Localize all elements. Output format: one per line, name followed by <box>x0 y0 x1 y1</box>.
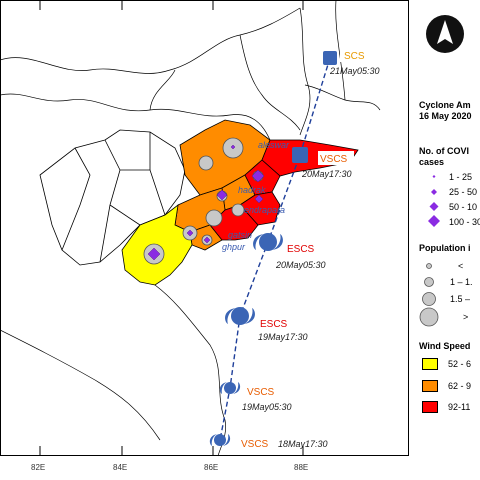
town-label: endrapara <box>244 205 285 215</box>
track-category-5: VSCS <box>241 439 269 450</box>
track-time-0: 21May05:30 <box>329 66 380 76</box>
covid-markers <box>147 144 265 261</box>
track-time-3: 19May17:30 <box>258 332 308 342</box>
cyclone-icon <box>292 147 308 163</box>
track-category-4: VSCS <box>247 387 275 398</box>
track-time-4: 19May05:30 <box>242 402 292 412</box>
town-label: ghpur <box>222 242 246 252</box>
town-label: aleswar <box>258 140 290 150</box>
town-label: hadrak <box>238 185 266 195</box>
tick-label: 88E <box>294 463 308 472</box>
inland-border <box>0 329 161 441</box>
land-outlines <box>0 0 381 141</box>
track-time-2: 20May05:30 <box>275 260 326 270</box>
cyclone-icon <box>225 307 255 325</box>
track-category-3: ESCS <box>260 319 288 330</box>
frame-ticks <box>39 0 304 456</box>
cyclone-icon <box>323 51 337 65</box>
track-label-boxes <box>238 48 368 450</box>
track-category-0: SCS <box>344 51 365 62</box>
tick-label: 84E <box>113 463 127 472</box>
track-time-5: 18May17:30 <box>278 439 328 449</box>
longitude-axis: 82E 84E 86E 88E <box>31 463 308 472</box>
track-category-1: VSCS <box>320 154 348 165</box>
cyclone-icon <box>253 233 283 251</box>
track-category-2: ESCS <box>287 244 315 255</box>
wind-zone-red <box>209 139 359 241</box>
cyclone-icon <box>219 382 241 394</box>
cyclone-icon <box>209 434 231 446</box>
track-time-1: 20May17:30 <box>301 169 352 179</box>
town-label: gatsin <box>228 230 252 240</box>
tick-label: 86E <box>204 463 218 472</box>
odisha-districts <box>39 129 186 266</box>
cyclone-icons <box>209 51 337 446</box>
tick-label: 82E <box>31 463 45 472</box>
cyclone-track <box>219 57 331 441</box>
